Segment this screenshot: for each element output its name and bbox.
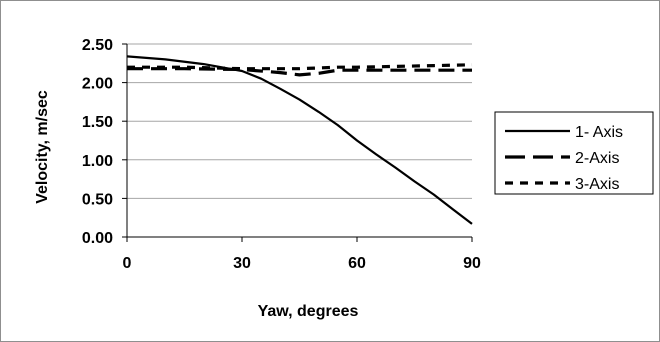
x-axis-title: Yaw, degrees [258, 303, 359, 320]
y-tick-label: 0.50 [82, 191, 113, 208]
axes [122, 43, 473, 242]
legend-label-2: 2-Axis [575, 150, 619, 167]
legend-label-3: 3-Axis [575, 176, 619, 193]
x-tick-label: 90 [463, 255, 481, 272]
y-tick-label: 2.00 [82, 76, 113, 93]
x-tick-label: 30 [233, 255, 251, 272]
y-axis-title: Velocity, m/sec [34, 90, 51, 204]
x-tick-label: 0 [123, 255, 132, 272]
gridlines [127, 43, 472, 199]
y-tick-label: 1.00 [82, 153, 113, 170]
legend-box [494, 111, 654, 195]
y-tick-label: 0.00 [82, 230, 113, 247]
tick-labels: 0.00 0.50 1.00 1.50 2.00 2.50 0 30 60 90 [82, 37, 481, 272]
legend-label-1: 1- Axis [575, 124, 623, 141]
series-lines [126, 55, 473, 225]
series-line-2 [127, 67, 472, 77]
series-line-3 [127, 63, 473, 71]
y-tick-label: 2.50 [82, 37, 113, 54]
legend: 1- Axis 2-Axis 3-Axis [494, 111, 654, 195]
x-tick-label: 60 [348, 255, 366, 272]
y-tick-label: 1.50 [82, 114, 113, 131]
